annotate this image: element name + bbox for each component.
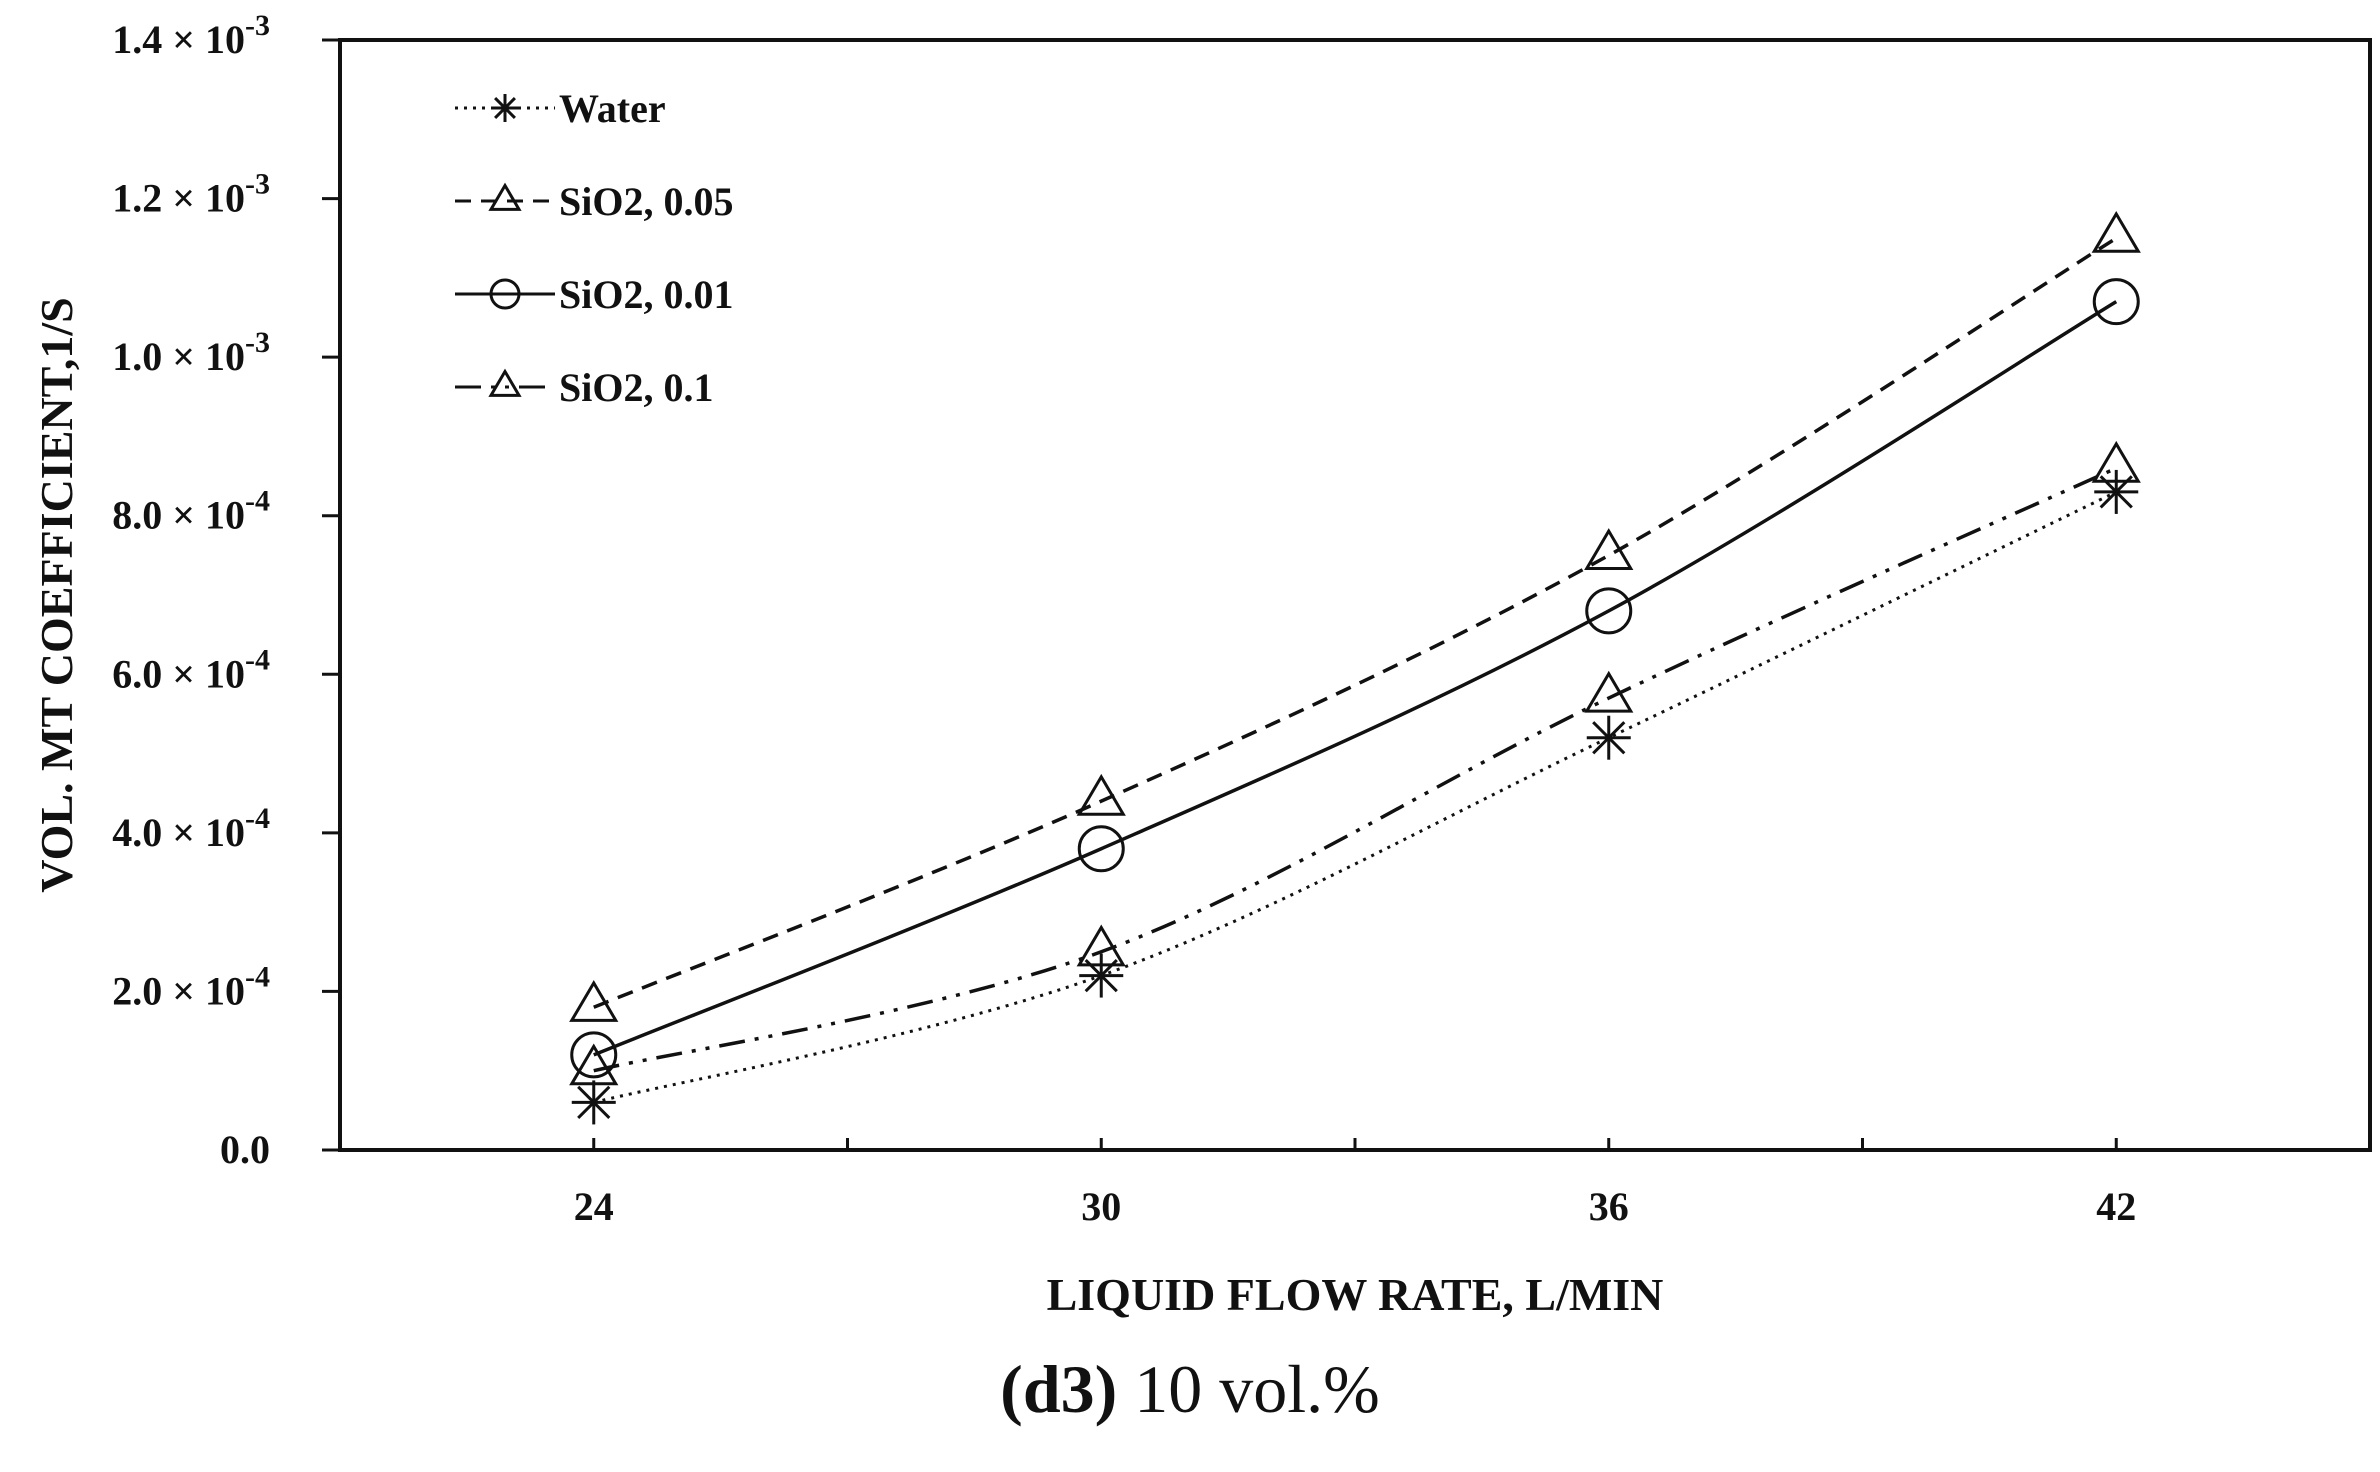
- circle-marker: [1585, 587, 1633, 635]
- x-tick-label: 24: [574, 1184, 614, 1229]
- circle-marker: [1077, 825, 1125, 873]
- circle-marker: [2092, 278, 2140, 326]
- y-tick-label: 8.0 × 10-4: [112, 485, 270, 538]
- y-tick-label: 0.0: [220, 1127, 270, 1172]
- series-group: [569, 210, 2141, 1125]
- triangle-marker: [488, 182, 522, 211]
- triangle-marker: [488, 368, 522, 397]
- y-tick-label: 1.0 × 10-3: [112, 326, 270, 379]
- y-axis-ticks: 0.0 2.0 × 10-4 4.0 × 10-4 6.0 × 10-4 8.0 × 1…: [112, 9, 340, 1172]
- legend-item: SiO2, 0.05: [455, 179, 733, 224]
- star-marker: [1586, 715, 1631, 760]
- series-line: [593, 490, 2117, 1104]
- legend: Water SiO2, 0.05 SiO2, 0.01 SiO2, 0.1: [455, 86, 733, 410]
- series-line: [593, 236, 2118, 1009]
- series-1: [571, 469, 2139, 1125]
- triangle-marker: [569, 1043, 619, 1086]
- caption-label: (d3): [1000, 1351, 1118, 1427]
- triangle-marker: [1076, 924, 1126, 967]
- legend-item: Water: [455, 86, 666, 131]
- x-axis-ticks: 24 30 36 42: [574, 1138, 2136, 1229]
- legend-item: SiO2, 0.01: [455, 272, 733, 317]
- series-4: [569, 440, 2141, 1086]
- triangle-marker: [2091, 210, 2141, 253]
- triangle-marker: [1584, 528, 1634, 570]
- y-tick-label: 1.4 × 10-3: [112, 9, 270, 62]
- star-marker: [491, 94, 519, 122]
- series-2: [569, 210, 2141, 1022]
- y-tick-label: 1.2 × 10-3: [112, 168, 270, 221]
- triangle-marker: [1076, 773, 1126, 816]
- y-axis-title: VOL. MT COEFFICIENT,1/S: [31, 297, 82, 892]
- chart: 24 30 36 42 0.0 2.0 × 10-4 4.0 × 10-4 6.0 × 10…: [31, 9, 2372, 1320]
- star-marker: [2094, 469, 2139, 514]
- triangle-marker: [569, 980, 619, 1022]
- star-marker: [571, 1080, 616, 1125]
- y-tick-label: 6.0 × 10-4: [112, 643, 270, 696]
- series-3: [570, 278, 2140, 1079]
- circle-marker: [570, 1031, 618, 1079]
- legend-item: SiO2, 0.1: [455, 365, 713, 410]
- x-tick-label: 42: [2096, 1184, 2136, 1229]
- caption-text: 10 vol.%: [1117, 1351, 1380, 1427]
- legend-label: SiO2, 0.01: [559, 272, 733, 317]
- legend-label: Water: [559, 86, 666, 131]
- x-tick-label: 36: [1589, 1184, 1629, 1229]
- legend-label: SiO2, 0.1: [559, 365, 713, 410]
- triangle-marker: [2091, 440, 2141, 483]
- circle-marker: [489, 278, 521, 310]
- y-tick-label: 2.0 × 10-4: [112, 960, 270, 1013]
- series-line: [593, 466, 2117, 1073]
- series-line: [593, 300, 2118, 1057]
- star-marker: [1079, 953, 1124, 998]
- x-axis-title: LIQUID FLOW RATE, L/MIN: [1047, 1269, 1664, 1320]
- legend-label: SiO2, 0.05: [559, 179, 733, 224]
- figure-caption: (d3) 10 vol.%: [0, 1350, 2380, 1429]
- triangle-marker: [1584, 670, 1634, 713]
- y-tick-label: 4.0 × 10-4: [112, 802, 270, 855]
- x-tick-label: 30: [1081, 1184, 1121, 1229]
